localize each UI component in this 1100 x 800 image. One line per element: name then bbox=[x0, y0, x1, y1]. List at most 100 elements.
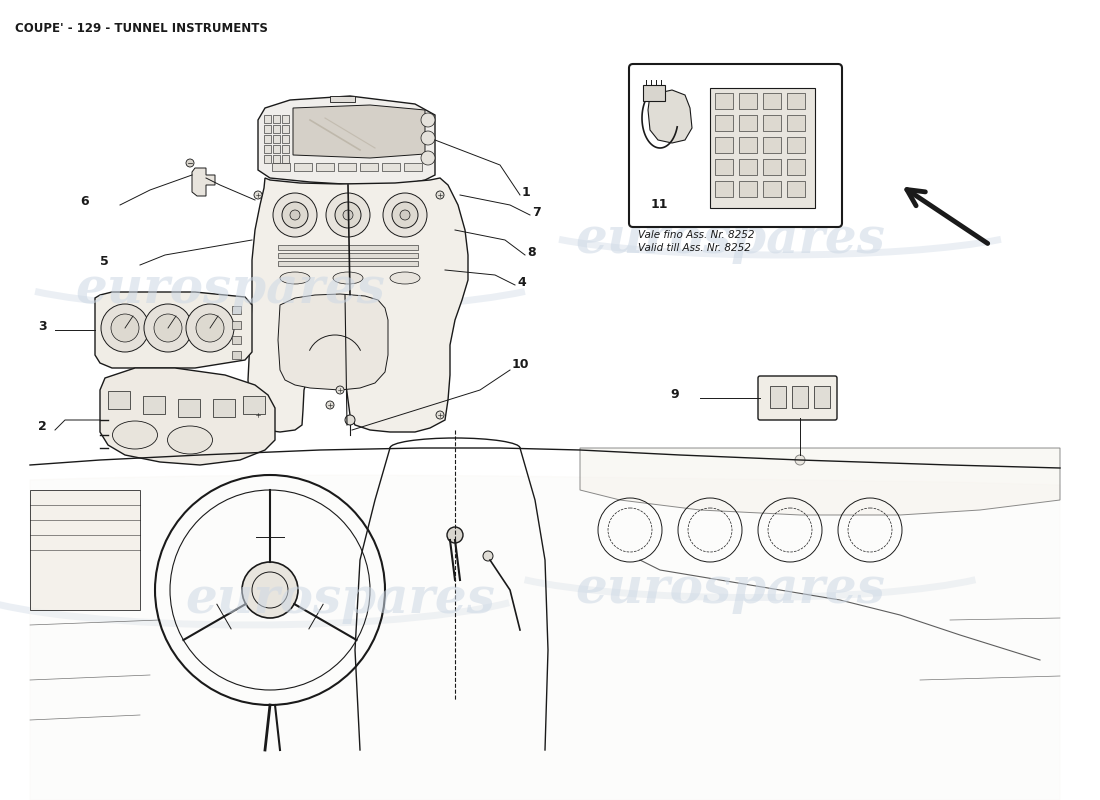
Bar bbox=[710, 88, 815, 208]
Bar bbox=[739, 115, 757, 131]
Circle shape bbox=[186, 304, 234, 352]
Ellipse shape bbox=[390, 272, 420, 284]
Bar bbox=[273, 145, 280, 153]
Circle shape bbox=[436, 191, 444, 199]
Circle shape bbox=[421, 151, 434, 165]
Bar bbox=[282, 125, 289, 133]
Text: 3: 3 bbox=[39, 320, 46, 333]
Circle shape bbox=[154, 314, 182, 342]
Circle shape bbox=[400, 210, 410, 220]
Bar bbox=[715, 115, 733, 131]
Polygon shape bbox=[648, 90, 692, 143]
Bar bbox=[786, 137, 805, 153]
Bar bbox=[786, 181, 805, 197]
Circle shape bbox=[290, 210, 300, 220]
Bar bbox=[278, 253, 418, 258]
Bar bbox=[792, 386, 808, 408]
Bar bbox=[715, 137, 733, 153]
Bar bbox=[273, 125, 280, 133]
Bar bbox=[763, 115, 781, 131]
Bar bbox=[232, 351, 241, 359]
Polygon shape bbox=[100, 368, 275, 465]
Bar bbox=[213, 399, 235, 417]
Polygon shape bbox=[293, 105, 425, 158]
Bar bbox=[715, 181, 733, 197]
Circle shape bbox=[392, 202, 418, 228]
Bar bbox=[282, 135, 289, 143]
Text: 7: 7 bbox=[532, 206, 541, 219]
Text: 5: 5 bbox=[100, 255, 109, 268]
FancyBboxPatch shape bbox=[629, 64, 842, 227]
Bar bbox=[282, 145, 289, 153]
Text: 11: 11 bbox=[651, 198, 669, 211]
Bar bbox=[264, 135, 271, 143]
Text: eurospares: eurospares bbox=[575, 215, 884, 265]
Polygon shape bbox=[95, 292, 252, 368]
Circle shape bbox=[186, 159, 194, 167]
Bar bbox=[770, 386, 786, 408]
Circle shape bbox=[254, 411, 262, 419]
Circle shape bbox=[242, 562, 298, 618]
Polygon shape bbox=[580, 448, 1060, 515]
Bar bbox=[382, 163, 400, 171]
Bar bbox=[644, 85, 666, 101]
Text: eurospares: eurospares bbox=[185, 575, 495, 625]
Circle shape bbox=[795, 455, 805, 465]
Text: 2: 2 bbox=[39, 420, 46, 433]
Text: 8: 8 bbox=[527, 246, 536, 259]
Circle shape bbox=[421, 113, 434, 127]
Circle shape bbox=[483, 551, 493, 561]
Bar bbox=[264, 155, 271, 163]
Bar bbox=[232, 321, 241, 329]
Circle shape bbox=[101, 304, 148, 352]
Bar bbox=[763, 93, 781, 109]
Polygon shape bbox=[30, 475, 1060, 800]
Bar bbox=[739, 181, 757, 197]
FancyBboxPatch shape bbox=[758, 376, 837, 420]
Circle shape bbox=[421, 131, 434, 145]
Bar bbox=[786, 93, 805, 109]
Bar bbox=[232, 336, 241, 344]
Bar bbox=[763, 181, 781, 197]
Bar bbox=[739, 159, 757, 175]
Circle shape bbox=[336, 202, 361, 228]
Text: Valid till Ass. Nr. 8252: Valid till Ass. Nr. 8252 bbox=[638, 243, 751, 253]
Text: 4: 4 bbox=[517, 276, 526, 289]
Bar bbox=[272, 163, 290, 171]
Text: Vale fino Ass. Nr. 8252: Vale fino Ass. Nr. 8252 bbox=[638, 230, 755, 240]
Bar bbox=[814, 386, 830, 408]
Polygon shape bbox=[248, 178, 468, 432]
Text: eurospares: eurospares bbox=[75, 266, 385, 314]
Bar bbox=[294, 163, 312, 171]
Text: 6: 6 bbox=[80, 195, 89, 208]
Bar bbox=[763, 137, 781, 153]
Text: eurospares: eurospares bbox=[575, 566, 884, 614]
Bar bbox=[108, 391, 130, 409]
Circle shape bbox=[326, 401, 334, 409]
Text: 9: 9 bbox=[670, 388, 679, 401]
Bar bbox=[786, 159, 805, 175]
Bar bbox=[360, 163, 378, 171]
Bar bbox=[273, 115, 280, 123]
Circle shape bbox=[447, 527, 463, 543]
Circle shape bbox=[144, 304, 192, 352]
Bar bbox=[739, 93, 757, 109]
Ellipse shape bbox=[167, 426, 212, 454]
Circle shape bbox=[345, 415, 355, 425]
Bar bbox=[278, 261, 418, 266]
Circle shape bbox=[343, 210, 353, 220]
Bar bbox=[30, 490, 140, 610]
Text: 1: 1 bbox=[522, 186, 530, 199]
Circle shape bbox=[254, 191, 262, 199]
Text: COUPE' - 129 - TUNNEL INSTRUMENTS: COUPE' - 129 - TUNNEL INSTRUMENTS bbox=[15, 22, 268, 35]
Bar bbox=[786, 115, 805, 131]
Circle shape bbox=[273, 193, 317, 237]
Bar bbox=[178, 399, 200, 417]
Circle shape bbox=[336, 386, 344, 394]
Circle shape bbox=[111, 314, 139, 342]
Polygon shape bbox=[278, 294, 388, 390]
Polygon shape bbox=[258, 96, 434, 185]
Bar bbox=[282, 115, 289, 123]
Bar bbox=[143, 396, 165, 414]
Bar bbox=[404, 163, 422, 171]
